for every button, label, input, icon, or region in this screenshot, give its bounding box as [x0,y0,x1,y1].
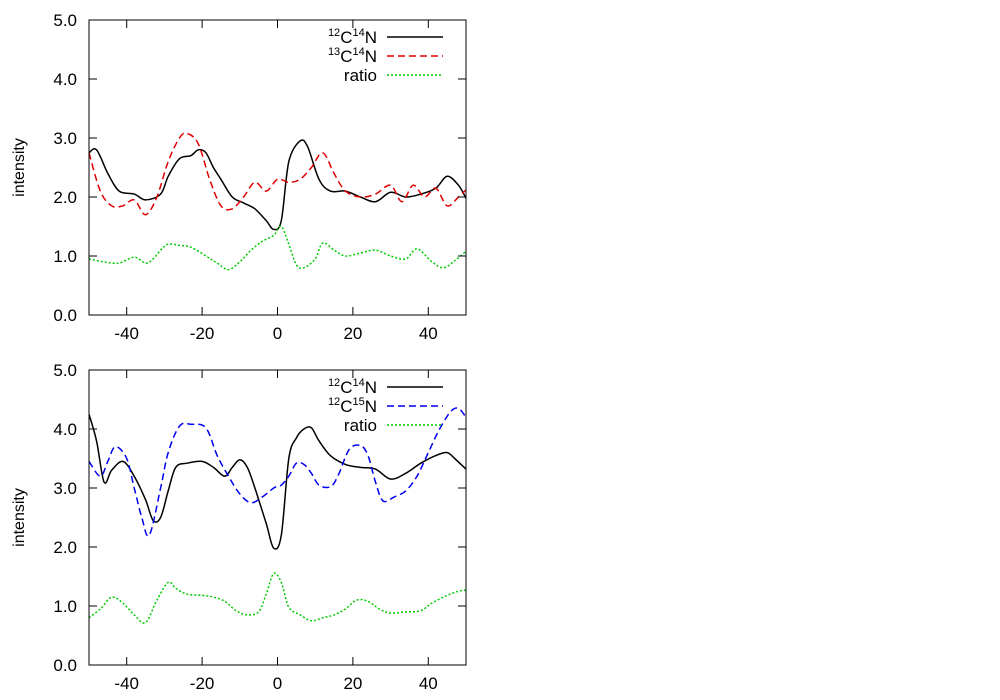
x-tick-label: 40 [419,324,438,343]
plot-frame [88,19,467,316]
series-line-2-3 [89,572,466,624]
chart-panel-1: 0.0 1.0 2.0 3.0 4.0 5.0 -40 -20 0 20 40 intensity 12… [11,11,467,343]
y-tick-label: 5.0 [53,11,77,30]
y-tick-label: 5.0 [53,361,77,380]
x-tick-label: 40 [419,674,438,693]
series-line-2-1 [89,414,466,550]
legend-label-2: 13C14N [328,46,377,66]
x-tick-label: -20 [190,674,215,693]
chart-panel-2: 0.0 1.0 2.0 3.0 4.0 5.0 -40 -20 0 20 40 intensity 12… [11,361,467,693]
y-tick-label: 1.0 [53,597,77,616]
x-tick-label: 20 [343,674,362,693]
y-tick-label: 2.0 [53,188,77,207]
series-line-1-3 [89,225,466,271]
series-line-1-2 [89,132,466,216]
legend-label-3: ratio [344,416,377,435]
y-tick-label: 4.0 [53,70,77,89]
y-axis-title: intensity [11,488,28,547]
x-tick-label: 20 [343,324,362,343]
x-tick-label: 0 [273,674,282,693]
legend-label-1: 12C14N [328,27,377,47]
y-tick-label: 3.0 [53,479,77,498]
x-tick-label: -40 [114,674,139,693]
series-line-1-1 [89,139,466,231]
x-tick-label: -40 [114,324,139,343]
y-axis-title: intensity [11,138,28,197]
y-tick-label: 2.0 [53,538,77,557]
y-tick-label: 3.0 [53,129,77,148]
series-line-2-2 [89,407,466,537]
legend-label-3: ratio [344,66,377,85]
legend-label-1: 12C14N [328,377,377,397]
plot-frame [88,369,467,666]
y-tick-label: 4.0 [53,420,77,439]
x-tick-label: -20 [190,324,215,343]
y-tick-label: 0.0 [53,306,77,325]
y-tick-label: 0.0 [53,656,77,675]
x-tick-label: 0 [273,324,282,343]
y-tick-label: 1.0 [53,247,77,266]
legend-label-2: 12C15N [328,396,377,416]
